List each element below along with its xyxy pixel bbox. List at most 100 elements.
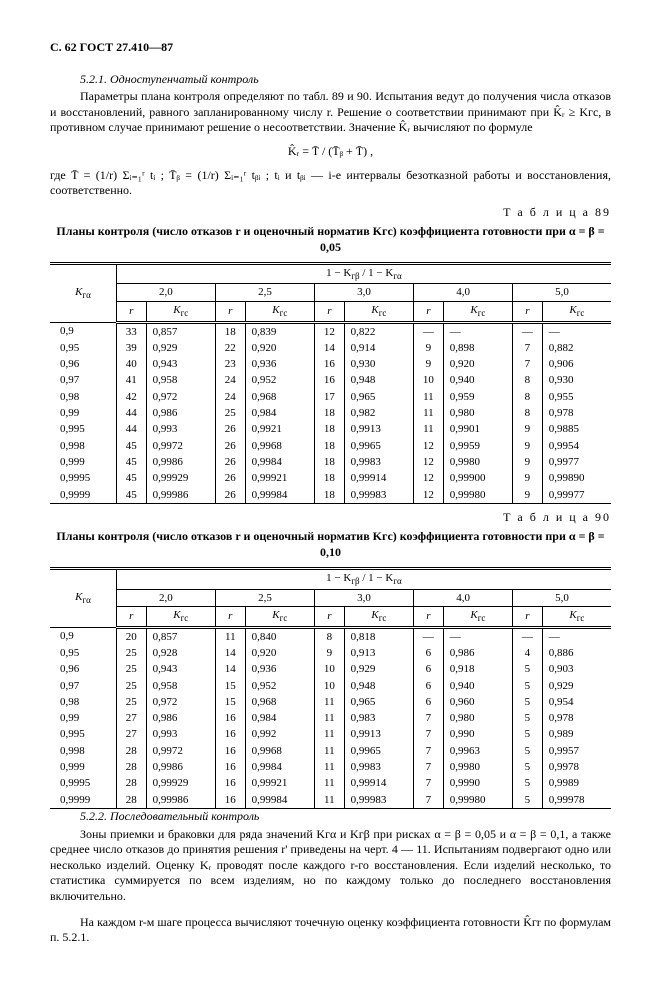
cell-r: 11	[315, 710, 345, 726]
cell-kgc: 0,99914	[344, 775, 413, 791]
table-row: 0,999450,9986260,9984180,9983120,998090,…	[50, 454, 611, 470]
cell-r: 9	[513, 438, 543, 454]
cell-kgc: 0,898	[443, 340, 512, 356]
cell-ka: 0,99	[50, 710, 116, 726]
cell-kgc: 0,99914	[344, 470, 413, 486]
cell-r: 28	[116, 792, 146, 809]
cell-kgc: 0,948	[344, 678, 413, 694]
cell-kgc: 0,943	[146, 356, 215, 372]
cell-kgc: 0,99921	[245, 470, 314, 486]
cell-kgc: 0,936	[245, 661, 314, 677]
cell-r: 9	[513, 421, 543, 437]
cell-ka: 0,96	[50, 356, 116, 372]
cell-ka: 0,999	[50, 759, 116, 775]
cell-r: 7	[414, 743, 444, 759]
table-row: 0,98420,972240,968170,965110,95980,955	[50, 389, 611, 405]
cell-r: 5	[513, 678, 543, 694]
cell-r: 5	[513, 759, 543, 775]
col-header-ratio-3: 4,0	[414, 284, 513, 301]
cell-ka: 0,99	[50, 405, 116, 421]
cell-r: 11	[315, 726, 345, 742]
cell-r: 9	[414, 356, 444, 372]
cell-kgc: 0,940	[443, 678, 512, 694]
cell-kgc: 0,920	[245, 645, 314, 661]
cell-kgc: 0,9983	[344, 759, 413, 775]
cell-r: 14	[315, 340, 345, 356]
cell-kgc: —	[542, 322, 611, 340]
cell-kgc: 0,840	[245, 627, 314, 645]
cell-r: —	[513, 322, 543, 340]
cell-r: 26	[215, 438, 245, 454]
cell-r: 11	[315, 759, 345, 775]
cell-kgc: 0,958	[146, 372, 215, 388]
table-row: 0,9330,857180,839120,822————	[50, 322, 611, 340]
cell-r: 45	[116, 438, 146, 454]
cell-r: 16	[215, 743, 245, 759]
cell-ka: 0,97	[50, 678, 116, 694]
table-row: 0,98250,972150,968110,96560,96050,954	[50, 694, 611, 710]
cell-kgc: 0,980	[443, 405, 512, 421]
cell-r: 9	[315, 645, 345, 661]
cell-r: 22	[215, 340, 245, 356]
col-header-kgc-3: Kгс	[443, 606, 512, 627]
cell-kgc: 0,9986	[146, 454, 215, 470]
cell-r: 16	[215, 775, 245, 791]
cell-kgc: 0,9963	[443, 743, 512, 759]
cell-r: 11	[414, 421, 444, 437]
cell-kgc: 0,9986	[146, 759, 215, 775]
cell-r: 26	[215, 487, 245, 504]
table-row: 0,95250,928140,92090,91360,98640,886	[50, 645, 611, 661]
cell-r: 5	[513, 792, 543, 809]
cell-r: 27	[116, 726, 146, 742]
cell-kgc: 0,9913	[344, 421, 413, 437]
cell-r: 5	[513, 743, 543, 759]
cell-kgc: 0,99983	[344, 792, 413, 809]
cell-kgc: 0,857	[146, 322, 215, 340]
col-header-ratio: 1 − Kгβ / 1 − Kгα	[116, 263, 611, 284]
cell-kgc: 0,929	[542, 678, 611, 694]
cell-kgc: 0,958	[146, 678, 215, 694]
table-row: 0,999280,9986160,9984110,998370,998050,9…	[50, 759, 611, 775]
cell-kgc: 0,914	[344, 340, 413, 356]
cell-r: 9	[513, 487, 543, 504]
cell-ka: 0,9	[50, 627, 116, 645]
cell-kgc: 0,920	[443, 356, 512, 372]
col-header-kgc-2: Kгс	[344, 606, 413, 627]
table-row: 0,97410,958240,952160,948100,94080,930	[50, 372, 611, 388]
cell-kgc: 0,99900	[443, 470, 512, 486]
col-header-r-1: r	[215, 606, 245, 627]
cell-r: 10	[414, 372, 444, 388]
table-90-title: Планы контроля (число отказов r и оценоч…	[50, 529, 611, 560]
cell-r: 16	[315, 356, 345, 372]
cell-r: 25	[116, 645, 146, 661]
col-header-kgc-4: Kгс	[542, 301, 611, 322]
cell-kgc: 0,99980	[443, 487, 512, 504]
cell-r: 7	[414, 775, 444, 791]
cell-r: —	[414, 322, 444, 340]
table-row: 0,9995450,99929260,99921180,99914120,999…	[50, 470, 611, 486]
cell-r: 28	[116, 759, 146, 775]
table-row: 0,9995280,99929160,99921110,9991470,9990…	[50, 775, 611, 791]
cell-r: 25	[215, 405, 245, 421]
cell-r: 6	[414, 661, 444, 677]
cell-r: 8	[513, 389, 543, 405]
cell-kgc: 0,978	[542, 405, 611, 421]
cell-kgc: 0,9965	[344, 438, 413, 454]
cell-kgc: 0,955	[542, 389, 611, 405]
cell-r: 24	[215, 389, 245, 405]
table-89-title: Планы контроля (число отказов r и оценоч…	[50, 224, 611, 255]
table-row: 0,9999450,99986260,99984180,99983120,999…	[50, 487, 611, 504]
cell-r: 14	[215, 661, 245, 677]
col-header-ratio-4: 5,0	[513, 284, 611, 301]
paragraph-1: Параметры плана контроля определяют по т…	[50, 89, 611, 136]
table-row: 0,96400,943230,936160,93090,92070,906	[50, 356, 611, 372]
cell-kgc: 0,983	[344, 710, 413, 726]
cell-kgc: 0,99978	[542, 792, 611, 809]
cell-ka: 0,998	[50, 438, 116, 454]
cell-kgc: —	[443, 627, 512, 645]
cell-kgc: 0,918	[443, 661, 512, 677]
cell-kgc: 0,9968	[245, 743, 314, 759]
paragraph-4: На каждом r-м шаге процесса вычисляют то…	[50, 915, 611, 946]
cell-kgc: 0,972	[146, 389, 215, 405]
cell-r: 26	[215, 454, 245, 470]
